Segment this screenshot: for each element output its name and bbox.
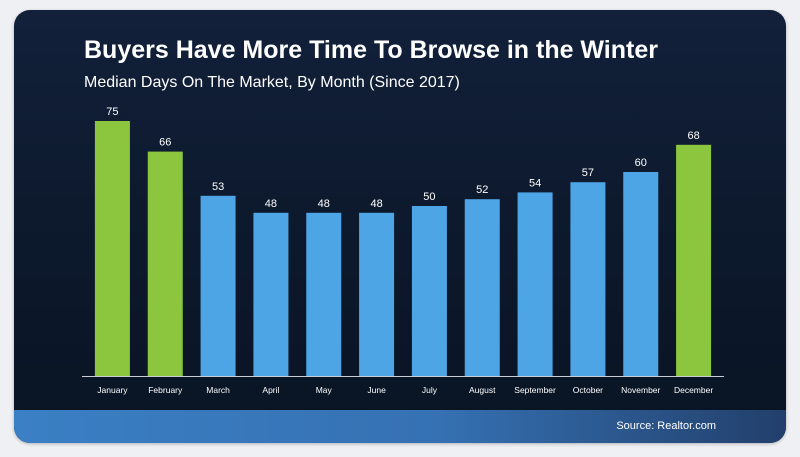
tick-label-july: July <box>422 385 438 395</box>
value-label-march: 53 <box>212 181 224 193</box>
value-label-january: 75 <box>106 106 118 118</box>
bar-july <box>411 206 447 376</box>
tick-label-may: May <box>316 385 333 395</box>
footer-band <box>14 410 786 443</box>
chart-card: Buyers Have More Time To Browse in the W… <box>14 10 786 443</box>
source-citation: Source: Realtor.com <box>616 420 716 432</box>
value-label-december: 68 <box>687 130 699 142</box>
chart-subtitle: Median Days On The Market, By Month (Sin… <box>84 74 460 91</box>
bar-april <box>253 212 289 376</box>
bar-october <box>570 182 606 376</box>
tick-label-february: February <box>148 385 183 395</box>
value-label-november: 60 <box>635 157 647 169</box>
bar-june <box>359 212 395 376</box>
bars-group <box>94 121 712 376</box>
bar-february <box>147 151 183 376</box>
value-label-june: 48 <box>370 198 382 210</box>
bar-november <box>623 172 659 376</box>
tick-label-april: April <box>262 385 279 395</box>
tick-label-march: March <box>206 385 230 395</box>
value-label-october: 57 <box>582 167 594 179</box>
value-label-august: 52 <box>476 184 488 196</box>
value-label-april: 48 <box>265 198 277 210</box>
bar-december <box>676 144 712 376</box>
value-label-february: 66 <box>159 137 171 149</box>
bar-may <box>306 212 342 376</box>
chart-title: Buyers Have More Time To Browse in the W… <box>84 36 658 64</box>
value-labels-group: 75 66 53 48 48 48 50 52 54 57 60 68 <box>106 106 699 210</box>
tick-label-october: October <box>573 385 603 395</box>
tick-label-august: August <box>469 385 496 395</box>
value-label-july: 50 <box>423 191 435 203</box>
tick-label-september: September <box>514 385 556 395</box>
bar-chart: 75 66 53 48 48 48 50 52 54 57 60 68 January February… <box>82 106 724 395</box>
bar-august <box>464 199 500 376</box>
bar-september <box>517 192 553 376</box>
tick-label-january: January <box>97 385 128 395</box>
tick-label-december: December <box>674 385 713 395</box>
x-axis-tick-labels: January February March April May June July Augu… <box>97 385 713 395</box>
value-label-september: 54 <box>529 177 541 189</box>
value-label-may: 48 <box>318 198 330 210</box>
bar-january <box>94 121 130 376</box>
tick-label-november: November <box>621 385 660 395</box>
tick-label-june: June <box>367 385 386 395</box>
bar-march <box>200 195 236 376</box>
